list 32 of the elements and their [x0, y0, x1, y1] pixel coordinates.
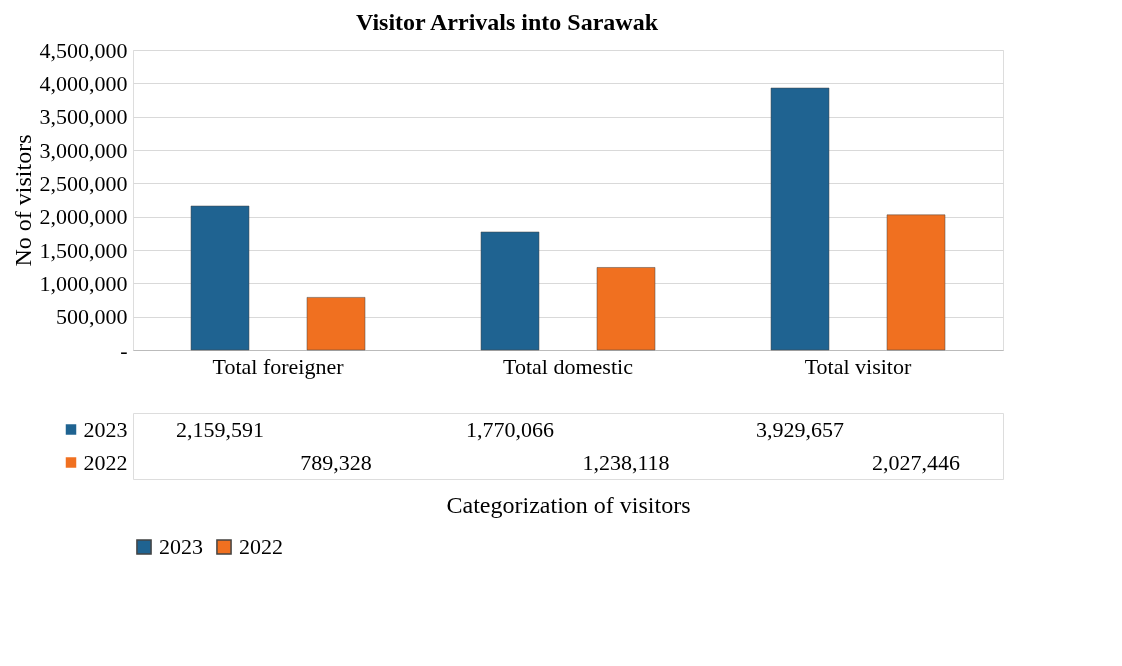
y-tick-label: 4,500,000 [39, 37, 128, 63]
y-tick-label: 3,500,000 [39, 104, 128, 130]
y-tick-label: 500,000 [56, 304, 128, 330]
y-tick-label: 2,000,000 [39, 204, 128, 230]
legend-label: 2022 [239, 534, 283, 559]
legend-label: 2023 [83, 417, 128, 442]
data-label: 2,027,446 [872, 449, 960, 475]
x-tick-label: Total visitor [804, 353, 912, 379]
y-tick-label: 1,000,000 [39, 270, 128, 296]
y-tick-label: 3,000,000 [39, 137, 128, 163]
x-axis-title: Categorization of visitors [446, 491, 691, 518]
data-label: 3,929,657 [756, 416, 844, 442]
data-label: 1,238,118 [582, 449, 670, 475]
y-tick-label: - [120, 337, 128, 363]
bar [596, 267, 656, 351]
x-tick-label: Total domestic [503, 353, 634, 379]
bar [190, 205, 250, 351]
data-label: 2,159,591 [176, 416, 264, 442]
data-label: 1,770,066 [466, 416, 554, 442]
y-tick-label: 4,000,000 [39, 70, 128, 96]
bar [306, 297, 366, 351]
text: 2022 [83, 450, 128, 475]
text: 2023 [159, 534, 203, 559]
bar [480, 231, 540, 351]
chart-title: Visitor Arrivals into Sarawak [355, 8, 659, 35]
bar [770, 87, 830, 351]
x-tick-label: Total foreigner [212, 353, 345, 379]
y-tick-label: 2,500,000 [39, 170, 128, 196]
bar [886, 214, 946, 351]
y-axis-title: No of visitors [9, 134, 36, 267]
y-tick-label: 1,500,000 [39, 237, 128, 263]
data-label: 789,328 [300, 449, 372, 475]
